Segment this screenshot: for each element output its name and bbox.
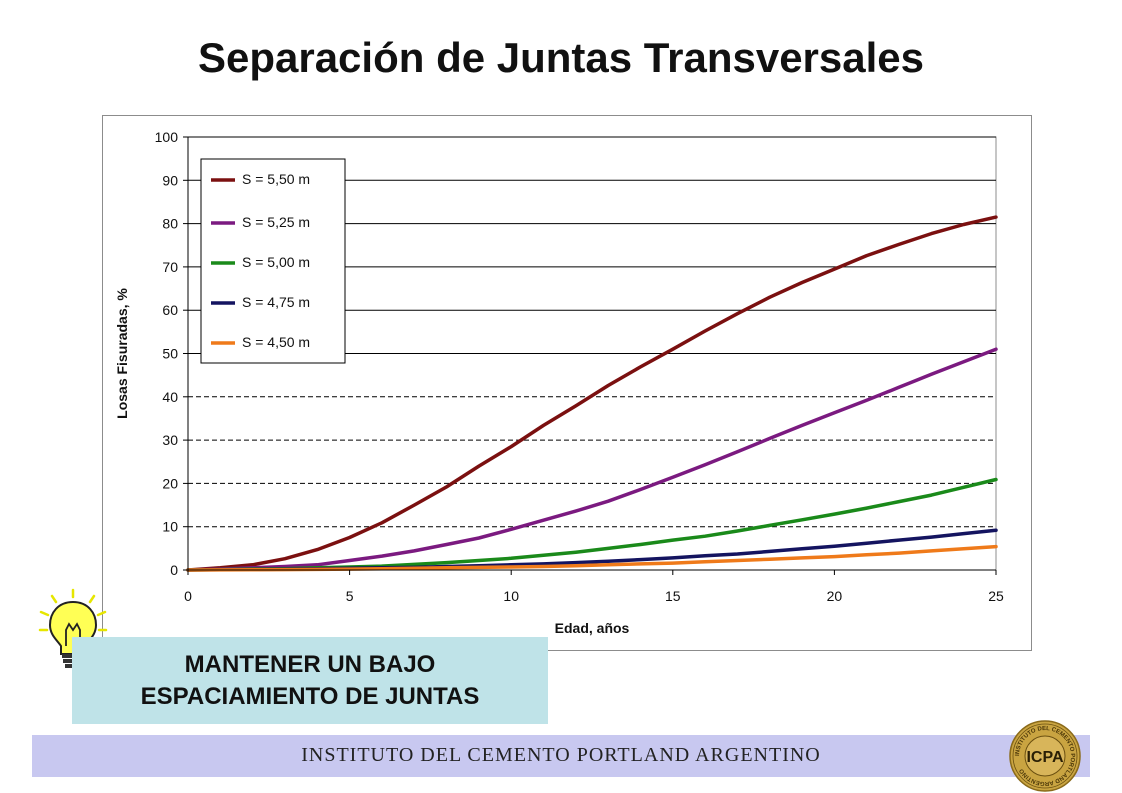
legend-box xyxy=(200,158,346,364)
y-tick-label: 100 xyxy=(155,129,179,145)
legend-label: S = 4,75 m xyxy=(242,294,310,310)
y-axis-title: Losas Fisuradas, % xyxy=(114,288,130,419)
y-tick-label: 40 xyxy=(162,389,178,405)
series-line-2 xyxy=(186,347,998,572)
x-tick-label: 0 xyxy=(184,588,192,604)
callout-line-2: ESPACIAMIENTO DE JUNTAS xyxy=(140,682,480,710)
y-tick-label: 30 xyxy=(162,432,178,448)
y-tick-label: 50 xyxy=(162,346,178,362)
callout-line-1: MANTENER UN BAJO xyxy=(184,650,436,678)
y-tick-label: 70 xyxy=(162,259,178,275)
logo-text: ICPA xyxy=(1026,749,1063,766)
series-line-1 xyxy=(186,215,998,572)
icpa-logo: INSTITUTO DEL CEMENTO PORTLAND ARGENTINO… xyxy=(1009,720,1081,792)
legend-label: S = 5,50 m xyxy=(242,171,310,187)
x-tick-label: 20 xyxy=(827,588,843,604)
callout-box: MANTENER UN BAJO ESPACIAMIENTO DE JUNTAS xyxy=(72,637,548,724)
x-tick-label: 25 xyxy=(988,588,1004,604)
legend-layer: S = 5,50 m S = 5,25 m S = 5,00 m S = 4,75 m… xyxy=(200,158,346,364)
line-chart: 0 10 20 30 40 50 60 70 80 90 100 0 5 10 15 20 25 Edad, añ… xyxy=(114,129,1004,636)
x-tick-label: 10 xyxy=(503,588,519,604)
y-tick-label: 20 xyxy=(162,475,178,491)
legend-label: S = 5,00 m xyxy=(242,254,310,270)
footer-band: INSTITUTO DEL CEMENTO PORTLAND ARGENTINO xyxy=(32,735,1090,777)
series-line-3 xyxy=(186,477,998,572)
y-tick-label: 60 xyxy=(162,302,178,318)
page-title: Separación de Juntas Transversales xyxy=(197,34,925,81)
series-layer xyxy=(186,215,998,572)
y-tick-label: 90 xyxy=(162,172,178,188)
x-tick-label: 15 xyxy=(665,588,681,604)
y-tick-label: 10 xyxy=(162,519,178,535)
legend-label: S = 5,25 m xyxy=(242,214,310,230)
chart-frame: 0 10 20 30 40 50 60 70 80 90 100 0 5 10 15 20 25 Edad, añ… xyxy=(102,115,1032,651)
legend-label: S = 4,50 m xyxy=(242,334,310,350)
series-line-5 xyxy=(186,544,998,572)
x-tick-label: 5 xyxy=(346,588,354,604)
y-tick-label: 0 xyxy=(170,562,178,578)
axes-layer: 0 10 20 30 40 50 60 70 80 90 100 0 5 10 15 20 25 Edad, añ… xyxy=(114,129,1004,636)
x-axis-title: Edad, años xyxy=(555,620,630,636)
y-tick-label: 80 xyxy=(162,216,178,232)
footer-text: INSTITUTO DEL CEMENTO PORTLAND ARGENTINO xyxy=(301,744,821,766)
